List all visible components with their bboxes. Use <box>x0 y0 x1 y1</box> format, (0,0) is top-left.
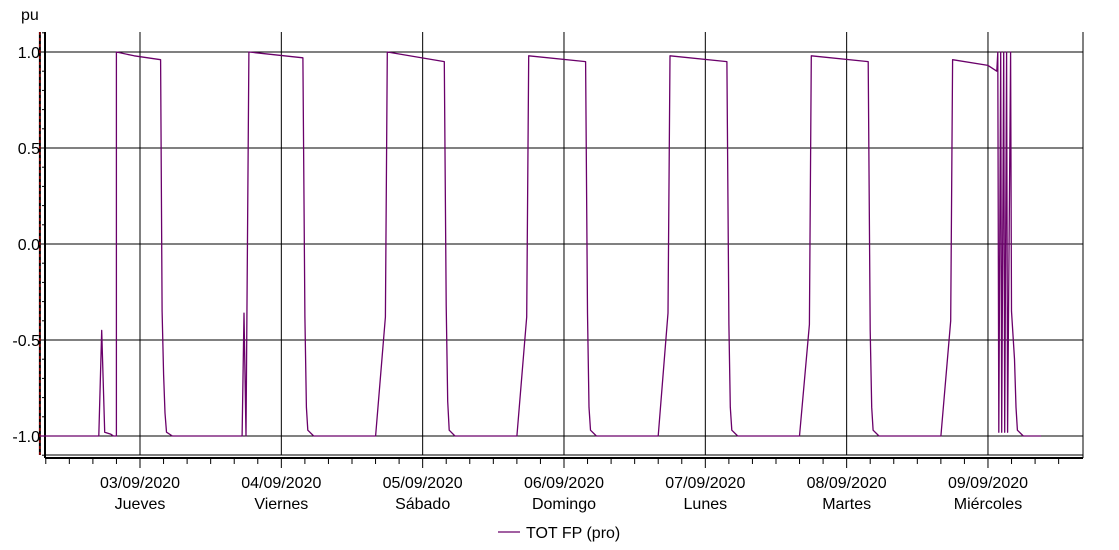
x-tick-date: 05/09/2020 <box>383 475 463 492</box>
x-tick-date: 04/09/2020 <box>241 475 321 492</box>
x-tick-date: 06/09/2020 <box>524 475 604 492</box>
y-unit-label: pu <box>21 7 39 24</box>
x-tick-day: Sábado <box>395 496 450 513</box>
x-tick-day: Jueves <box>115 496 166 513</box>
legend: TOT FP (pro) <box>498 525 620 542</box>
x-tick-date: 09/09/2020 <box>948 475 1028 492</box>
series-layer <box>39 51 1041 437</box>
legend-label: TOT FP (pro) <box>526 525 620 542</box>
x-tick-day: Lunes <box>684 496 728 513</box>
y-tick-label: -1.0 <box>12 429 40 446</box>
axes <box>38 32 1084 468</box>
y-tick-label: 0.5 <box>18 141 40 158</box>
y-tick-label: -0.5 <box>12 333 40 350</box>
x-tick-date: 07/09/2020 <box>665 475 745 492</box>
series-line <box>39 51 1041 437</box>
x-tick-date: 08/09/2020 <box>807 475 887 492</box>
grid <box>45 32 1083 455</box>
y-tick-label: 1.0 <box>18 45 40 62</box>
tick-labels: 1.0 0.5 0.0 -0.5 -1.0 03/09/2020 Jueves 04/09/2… <box>12 45 1028 513</box>
x-tick-day: Viernes <box>254 496 308 513</box>
x-tick-date: 03/09/2020 <box>100 475 180 492</box>
x-tick-day: Domingo <box>532 496 596 513</box>
y-tick-label: 0.0 <box>18 237 40 254</box>
x-tick-day: Martes <box>822 496 871 513</box>
x-tick-day: Miércoles <box>954 496 1022 513</box>
